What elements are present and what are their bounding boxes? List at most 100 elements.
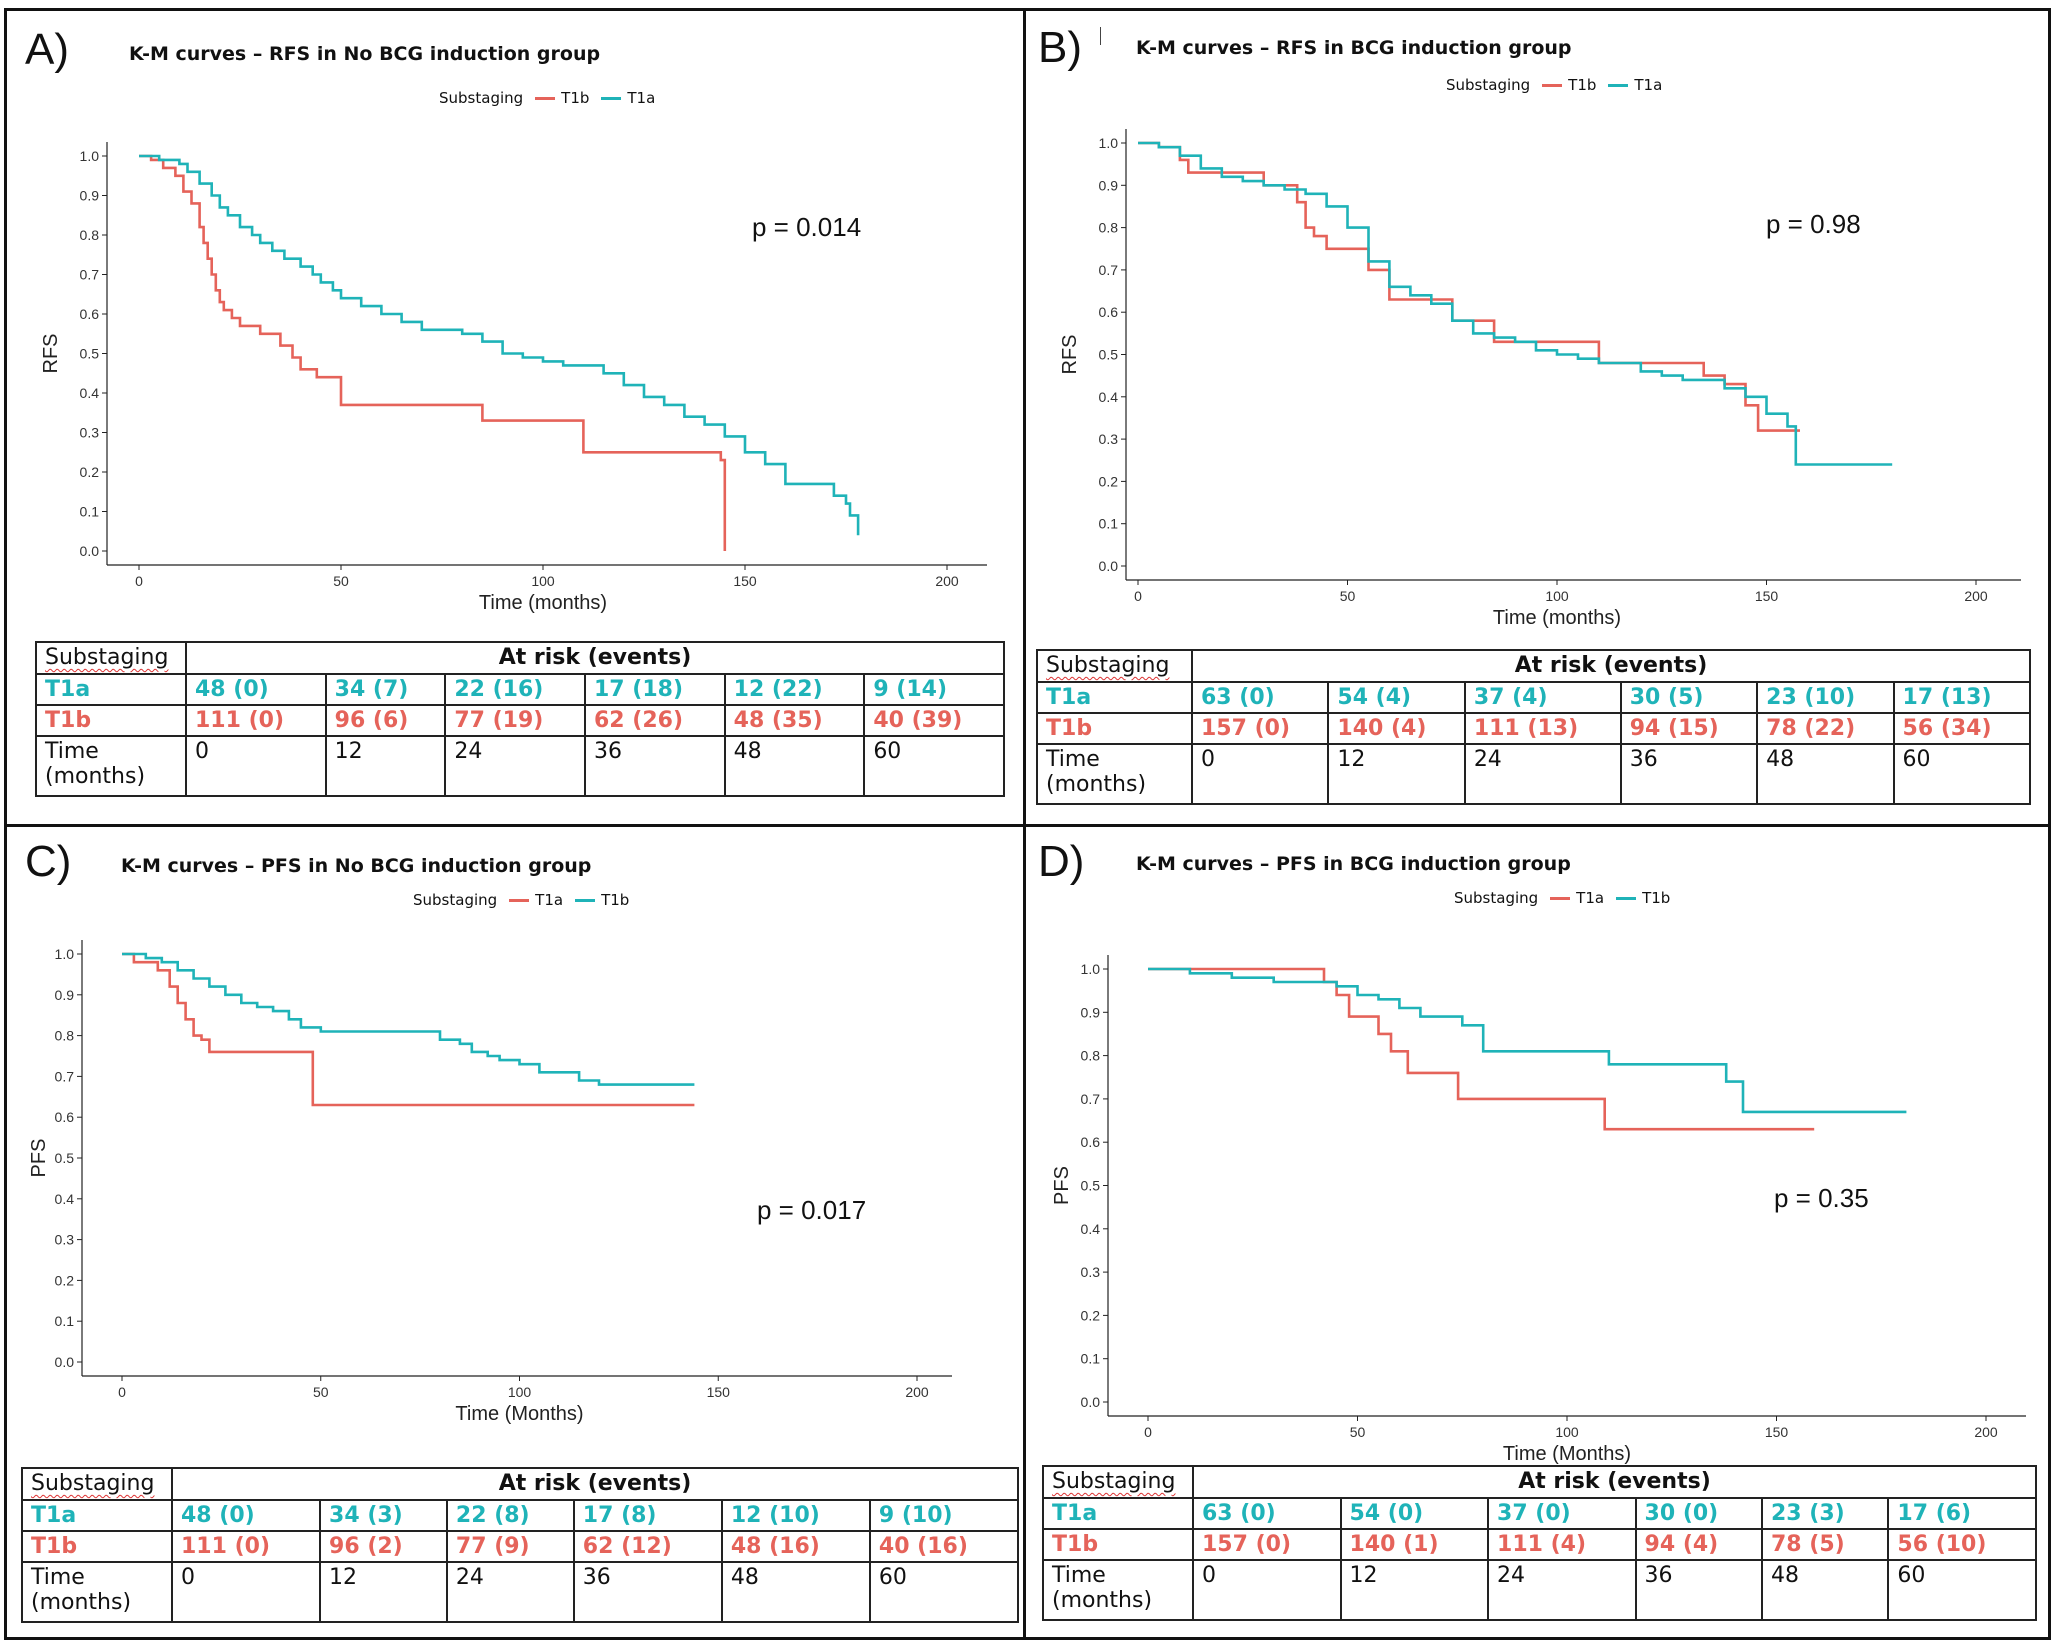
y-tick-label: 0.9 <box>1081 1004 1101 1020</box>
time-cell: 48 <box>720 1561 871 1623</box>
time-cell: 12 <box>1339 1559 1490 1621</box>
x-tick-label: 200 <box>905 1384 929 1400</box>
risk-cell: 12 (22) <box>723 673 866 706</box>
risk-table: Substaging At risk (events) T1a 48 (0) 3… <box>35 641 1005 797</box>
stray-mark <box>1100 27 1101 45</box>
legend-swatch-cyan <box>575 898 596 902</box>
time-label: Time (months) <box>1042 1559 1194 1621</box>
y-tick-label: 0.7 <box>55 1068 75 1084</box>
time-label: Time (months) <box>21 1561 173 1623</box>
risk-cell: 30 (0) <box>1634 1497 1763 1530</box>
y-tick-label: 0.4 <box>80 385 100 401</box>
time-cell: 36 <box>1634 1559 1763 1621</box>
at-risk-header: At risk (events) <box>1192 1465 2037 1499</box>
risk-cell: 48 (0) <box>185 673 327 706</box>
legend-swatch-red <box>1550 896 1571 900</box>
risk-cell: 9 (10) <box>868 1499 1020 1532</box>
row-label: T1a <box>21 1499 173 1532</box>
risk-cell: 17 (6) <box>1887 1497 2037 1530</box>
panel-label: D) <box>1038 837 1085 886</box>
at-risk-header: At risk (events) <box>171 1467 1019 1501</box>
time-cell: 60 <box>1887 1559 2037 1621</box>
time-cell: 36 <box>572 1561 723 1623</box>
row-label: T1b <box>21 1530 173 1563</box>
risk-cell: 48 (35) <box>723 704 866 737</box>
legend-swatch-red <box>509 898 530 902</box>
legend-title: Substaging <box>413 891 498 909</box>
legend-title: Substaging <box>439 89 524 107</box>
risk-cell: 22 (8) <box>445 1499 575 1532</box>
legend-entry: T1a <box>1576 889 1605 907</box>
x-tick-label: 150 <box>733 573 757 589</box>
risk-cell: 23 (10) <box>1756 681 1895 714</box>
km-curve-t1a <box>139 154 860 536</box>
time-cell: 0 <box>1192 1559 1342 1621</box>
row-label: T1a <box>1036 681 1193 714</box>
y-axis-label: RFS <box>1059 335 1081 375</box>
y-tick-label: 0.9 <box>80 188 100 204</box>
legend: Substaging T1a T1b <box>413 891 629 909</box>
y-tick-label: 0.0 <box>1099 558 1119 574</box>
time-cell: 60 <box>868 1561 1020 1623</box>
time-cell: 48 <box>1760 1559 1890 1621</box>
risk-cell: 17 (8) <box>572 1499 723 1532</box>
km-plot: 0.0 0.1 0.2 0.3 0.4 0.5 0.6 0.7 0.8 0.9 1.0 0 50 100 1… <box>1059 129 2021 629</box>
legend-swatch-red <box>1542 83 1563 87</box>
km-plot: 0.0 0.1 0.2 0.3 0.4 0.5 0.6 0.7 0.8 0.9 1.0 0 50 100 1… <box>1051 955 2026 1465</box>
risk-cell: 12 (10) <box>720 1499 871 1532</box>
x-tick-label: 50 <box>333 573 349 589</box>
risk-cell: 23 (3) <box>1760 1497 1890 1530</box>
legend-entry: T1b <box>1568 76 1597 94</box>
y-tick-label: 0.4 <box>1081 1221 1101 1237</box>
x-tick-label: 150 <box>1765 1424 1789 1440</box>
row-label: T1a <box>1042 1497 1194 1530</box>
legend-swatch-cyan <box>1616 896 1637 900</box>
y-tick-label: 0.8 <box>1099 220 1119 236</box>
x-tick-label: 0 <box>118 1384 126 1400</box>
y-tick-label: 0.3 <box>55 1232 75 1248</box>
risk-cell: 94 (4) <box>1634 1528 1763 1561</box>
time-cell: 0 <box>1190 743 1330 805</box>
x-tick-label: 200 <box>1964 588 1988 604</box>
risk-cell: 54 (4) <box>1327 681 1466 714</box>
y-tick-label: 0.0 <box>1081 1394 1101 1410</box>
risk-cell: 157 (0) <box>1192 1528 1342 1561</box>
y-tick-label: 0.4 <box>55 1191 75 1207</box>
time-cell: 12 <box>324 735 447 797</box>
panel-label: C) <box>25 837 72 886</box>
risk-cell: 111 (0) <box>170 1530 322 1563</box>
panel-b: B) K-M curves – RFS in BCG induction gro… <box>1023 8 2051 827</box>
y-tick-label: 0.1 <box>1081 1351 1101 1367</box>
time-cell: 0 <box>185 735 327 797</box>
time-cell: 0 <box>170 1561 322 1623</box>
risk-cell: 78 (22) <box>1756 712 1895 745</box>
chart-title: K-M curves – RFS in BCG induction group <box>1136 37 1572 59</box>
time-cell: 48 <box>723 735 866 797</box>
km-curve-t1a <box>1138 141 1893 466</box>
km-curve-t1a <box>122 952 695 1107</box>
y-tick-label: 0.6 <box>55 1109 75 1125</box>
y-tick-label: 0.5 <box>1081 1178 1101 1194</box>
y-tick-label: 0.7 <box>1099 262 1119 278</box>
at-risk-header: At risk (events) <box>1191 649 2031 683</box>
p-value: p = 0.014 <box>752 212 861 242</box>
x-tick-label: 200 <box>935 573 959 589</box>
substaging-header: Substaging <box>1036 649 1193 683</box>
risk-cell: 78 (5) <box>1760 1528 1890 1561</box>
legend: Substaging T1b T1a <box>1446 76 1662 94</box>
row-label: T1b <box>35 704 187 737</box>
legend-title: Substaging <box>1446 76 1531 94</box>
risk-cell: 62 (26) <box>584 704 726 737</box>
risk-cell: 34 (3) <box>319 1499 448 1532</box>
x-tick-label: 0 <box>1134 588 1142 604</box>
p-value: p = 0.98 <box>1766 209 1861 239</box>
risk-table: Substaging At risk (events) T1a 63 (0) 5… <box>1042 1465 2037 1621</box>
y-tick-label: 0.8 <box>1081 1048 1101 1064</box>
x-axis-label: Time (Months) <box>455 1403 583 1425</box>
y-tick-label: 0.3 <box>1081 1264 1101 1280</box>
y-tick-label: 0.8 <box>80 227 100 243</box>
p-value: p = 0.017 <box>757 1195 866 1225</box>
x-tick-label: 50 <box>1340 588 1356 604</box>
legend-title: Substaging <box>1454 889 1539 907</box>
km-curve-t1b <box>1148 967 1907 1114</box>
